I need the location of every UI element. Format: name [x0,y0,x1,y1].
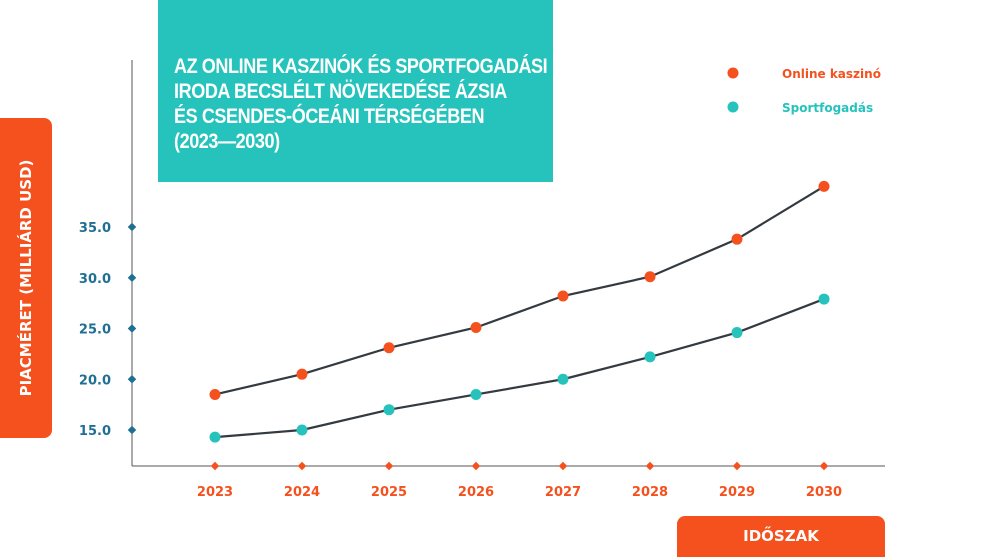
legend-marker [727,67,739,79]
y-tick-marker [127,273,137,282]
title-line: IRODA BECSLÉLT NÖVEKEDÉSE ÁZSIA [174,80,507,103]
data-point [296,424,308,436]
y-tick-label: 20.0 [79,373,111,388]
legend-marker [727,101,739,113]
data-point [383,342,395,354]
data-point [209,388,221,400]
data-point [470,388,482,400]
x-tick-label: 2028 [632,485,668,500]
data-point [209,431,221,443]
x-tick-label: 2030 [806,485,842,500]
data-point [383,404,395,416]
data-point [644,351,656,363]
y-tick-marker [127,425,137,435]
series-line-1 [214,185,825,396]
x-tick-marker [558,461,568,471]
legend-label: Online kaszinó [782,67,881,81]
x-tick-label: 2025 [371,485,407,500]
y-tick-label: 35.0 [79,221,111,236]
title-line: (2023—2030) [174,130,280,153]
x-tick-marker [297,461,307,471]
y-tick-marker [127,222,137,232]
data-point [818,180,830,192]
data-point [731,327,743,339]
x-tick-marker [384,461,394,471]
y-tick-label: 30.0 [79,272,111,287]
x-tick-label: 2024 [284,485,320,500]
x-tick-marker [645,461,655,471]
x-tick-label: 2027 [545,485,581,500]
data-point [470,321,482,333]
data-point [644,271,656,283]
x-tick-marker [819,461,829,471]
y-tick-marker [127,324,137,333]
y-tick-label: 25.0 [79,323,111,338]
data-point [731,233,743,245]
y-tick-label: 15.0 [79,424,111,439]
x-tick-marker [471,461,481,471]
title-line: AZ ONLINE KASZINÓK ÉS SPORTFOGADÁSI [174,55,548,78]
title-box: AZ ONLINE KASZINÓK ÉS SPORTFOGADÁSI IROD… [158,0,553,182]
y-axis-label-box: PIACMÉRET (MILLIÁRD USD) [0,118,52,438]
legend-label: Sportfogadás [782,101,873,115]
x-tick-marker [732,461,742,471]
y-tick-marker [127,375,137,384]
x-axis-label-box: IDŐSZAK [677,516,885,557]
data-point [818,293,830,305]
x-axis-label: IDŐSZAK [743,527,819,545]
data-point [557,290,569,302]
x-tick-marker [210,461,220,471]
data-point [557,373,569,385]
title-line: ÉS CSENDES-ÓCEÁNI TÉRSÉGÉBEN [174,105,485,128]
data-point [296,368,308,380]
x-tick-label: 2029 [719,485,755,500]
x-tick-label: 2023 [197,485,233,500]
chart-title: AZ ONLINE KASZINÓK ÉS SPORTFOGADÁSI IROD… [174,54,552,154]
x-tick-label: 2026 [458,485,494,500]
series-line-2 [214,298,825,439]
